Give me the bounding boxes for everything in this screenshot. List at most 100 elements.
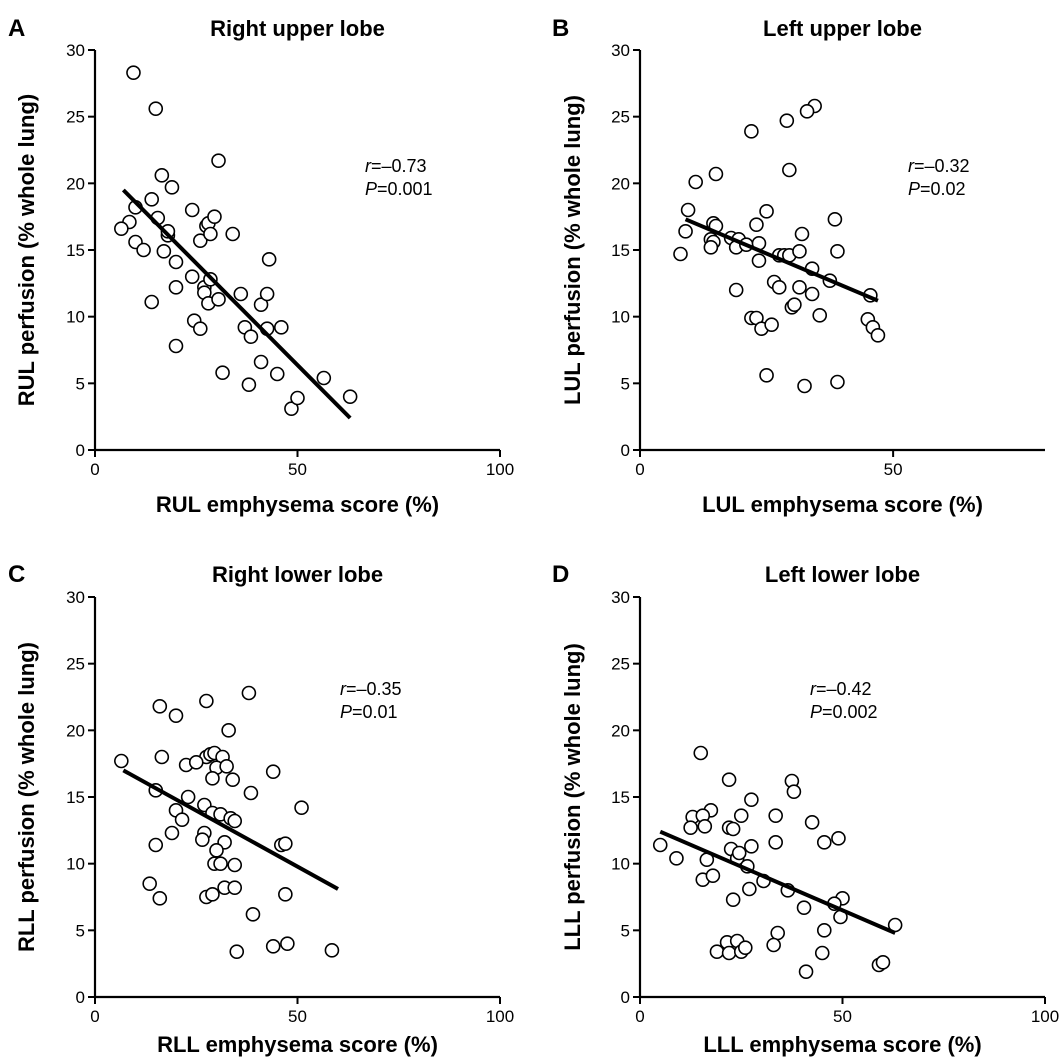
data-point bbox=[744, 124, 759, 139]
data-point bbox=[136, 242, 151, 258]
correlation-r: r=–0.35 bbox=[340, 679, 402, 699]
data-point bbox=[148, 101, 164, 116]
data-point bbox=[259, 286, 275, 302]
chart-title: Right lower lobe bbox=[212, 562, 383, 587]
data-point bbox=[721, 945, 737, 961]
regression-line bbox=[684, 217, 879, 303]
data-point bbox=[205, 887, 220, 902]
data-point bbox=[168, 280, 184, 295]
panel-letter: C bbox=[8, 561, 25, 588]
data-point bbox=[797, 378, 812, 394]
data-point bbox=[816, 923, 832, 938]
x-tick-label: 50 bbox=[288, 460, 307, 479]
data-point bbox=[342, 389, 358, 404]
data-point bbox=[273, 320, 289, 335]
data-point bbox=[751, 253, 767, 268]
data-point bbox=[261, 252, 277, 267]
y-tick-label: 5 bbox=[621, 921, 630, 940]
data-point bbox=[792, 280, 807, 295]
regression-line bbox=[659, 829, 896, 935]
y-tick-label: 10 bbox=[66, 855, 85, 874]
p-symbol: P bbox=[908, 179, 920, 199]
data-point bbox=[207, 209, 222, 224]
p-value: P=0.002 bbox=[810, 702, 878, 722]
y-tick-label: 15 bbox=[611, 241, 630, 260]
data-point bbox=[798, 964, 814, 979]
data-point bbox=[721, 772, 737, 787]
data-point bbox=[678, 224, 693, 239]
p-symbol: P bbox=[810, 702, 822, 722]
x-tick-label: 50 bbox=[288, 1007, 307, 1026]
panel-letter: D bbox=[552, 561, 569, 588]
data-point bbox=[284, 401, 299, 416]
y-axis-label: LLL perfusion (% whole lung) bbox=[560, 643, 585, 951]
data-point bbox=[814, 945, 830, 961]
correlation-r: r=–0.32 bbox=[908, 156, 970, 176]
data-point bbox=[294, 800, 309, 815]
data-point bbox=[794, 226, 810, 242]
y-tick-label: 30 bbox=[66, 41, 85, 60]
data-point bbox=[737, 940, 753, 955]
data-point bbox=[184, 269, 200, 284]
r-symbol: r bbox=[908, 156, 915, 176]
data-point bbox=[703, 240, 719, 255]
data-point bbox=[830, 374, 845, 390]
data-point bbox=[188, 755, 204, 770]
y-tick-label: 20 bbox=[611, 174, 630, 193]
data-point bbox=[827, 212, 843, 227]
data-point bbox=[799, 104, 815, 119]
x-tick-label: 0 bbox=[635, 460, 644, 479]
p-value-number: =0.001 bbox=[377, 179, 433, 199]
data-point bbox=[168, 254, 184, 270]
data-point bbox=[697, 819, 713, 834]
data-point bbox=[280, 936, 295, 951]
data-point bbox=[156, 244, 172, 259]
data-point bbox=[290, 390, 305, 406]
panel-c: C Right lower lobe 0 5 10 15 20 25 30 0 50 100 RLL e… bbox=[8, 561, 514, 1057]
data-point bbox=[193, 321, 208, 336]
data-point bbox=[708, 166, 724, 182]
data-point bbox=[241, 685, 257, 701]
y-tick-label: 30 bbox=[611, 588, 630, 607]
y-tick-label: 0 bbox=[76, 441, 85, 460]
data-point bbox=[253, 354, 269, 370]
data-point bbox=[227, 880, 243, 895]
p-symbol: P bbox=[365, 179, 377, 199]
data-point bbox=[782, 162, 797, 178]
data-point bbox=[114, 221, 129, 236]
y-tick-label: 0 bbox=[621, 441, 630, 460]
p-value-number: =0.01 bbox=[352, 702, 398, 722]
data-point bbox=[768, 808, 783, 823]
y-tick-label: 25 bbox=[66, 655, 85, 674]
data-point bbox=[243, 329, 259, 344]
data-point bbox=[673, 246, 688, 262]
panel-a: A Right upper lobe 0 5 10 15 20 25 30 0 50 100 RUL e… bbox=[8, 15, 514, 517]
data-point bbox=[278, 836, 293, 851]
p-value: P=0.02 bbox=[908, 179, 966, 199]
data-point bbox=[786, 784, 802, 799]
data-point bbox=[804, 815, 820, 830]
y-tick-label: 15 bbox=[611, 788, 630, 807]
data-point bbox=[160, 224, 176, 239]
r-value: =–0.42 bbox=[816, 679, 872, 699]
data-point bbox=[229, 944, 245, 959]
data-point bbox=[669, 851, 684, 866]
data-point bbox=[265, 939, 281, 954]
p-value-number: =0.002 bbox=[822, 702, 878, 722]
x-tick-label: 0 bbox=[90, 1007, 99, 1026]
data-point bbox=[253, 297, 269, 312]
r-value: =–0.73 bbox=[371, 156, 427, 176]
data-point bbox=[227, 857, 243, 873]
data-point bbox=[126, 65, 141, 80]
y-axis-label: LUL perfusion (% whole lung) bbox=[560, 95, 585, 405]
data-point bbox=[219, 759, 234, 774]
data-point bbox=[225, 772, 240, 787]
data-point bbox=[184, 202, 200, 218]
data-point bbox=[792, 244, 807, 259]
data-point bbox=[213, 856, 228, 871]
y-tick-label: 10 bbox=[611, 308, 630, 327]
data-point bbox=[733, 808, 749, 823]
p-value: P=0.01 bbox=[340, 702, 398, 722]
data-point bbox=[709, 944, 725, 959]
